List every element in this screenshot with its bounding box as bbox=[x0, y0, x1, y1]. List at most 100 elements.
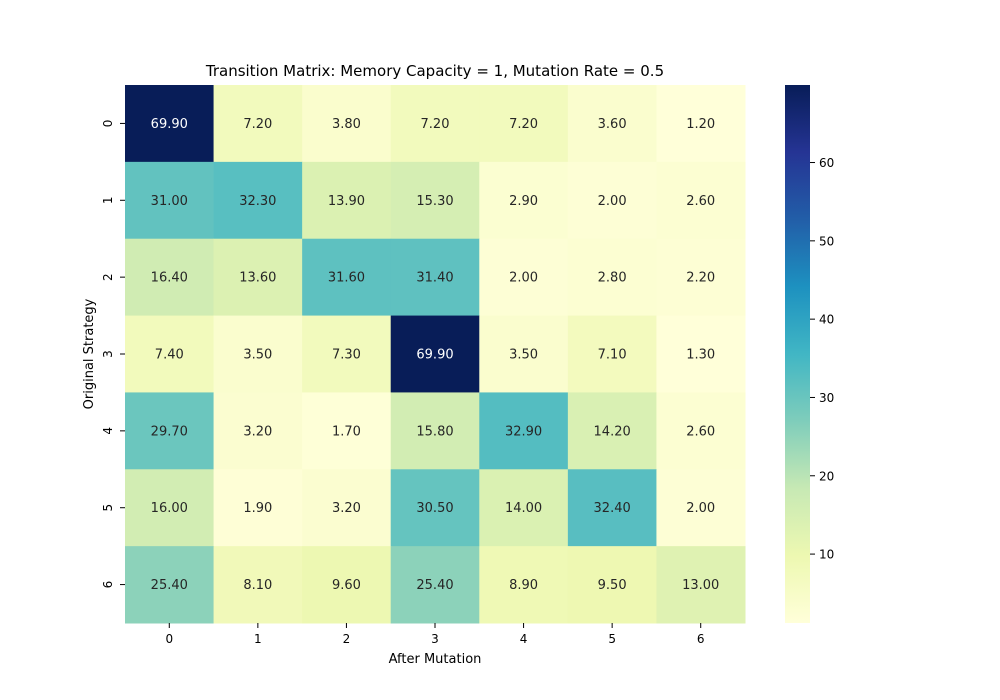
heatmap-cell bbox=[479, 392, 569, 470]
y-tick-label: 2 bbox=[101, 273, 115, 281]
heatmap-cell bbox=[302, 238, 392, 317]
cell-value-label: 7.40 bbox=[155, 348, 184, 363]
heatmap-cell bbox=[479, 161, 569, 240]
cell-value-label: 30.50 bbox=[416, 501, 453, 516]
chart-title: Transition Matrix: Memory Capacity = 1, … bbox=[205, 62, 664, 80]
y-tick-label: 4 bbox=[101, 427, 115, 435]
y-tick-label: 6 bbox=[101, 581, 115, 589]
heatmap-cell bbox=[479, 85, 569, 163]
cell-value-label: 9.60 bbox=[332, 578, 361, 593]
cell-value-label: 13.00 bbox=[682, 578, 719, 593]
heatmap-cell bbox=[656, 392, 746, 470]
y-tick-label: 3 bbox=[101, 350, 115, 358]
cell-value-label: 3.80 bbox=[332, 117, 361, 132]
cell-value-label: 2.60 bbox=[686, 424, 715, 439]
cell-value-label: 1.90 bbox=[243, 501, 272, 516]
heatmap-cell bbox=[390, 85, 480, 163]
colorbar-tick-label: 60 bbox=[819, 156, 834, 170]
heatmap-cell bbox=[390, 315, 480, 393]
cell-value-label: 7.20 bbox=[421, 117, 450, 132]
heatmap-cell bbox=[213, 161, 303, 240]
heatmap-cell bbox=[390, 161, 480, 240]
cell-value-label: 32.30 bbox=[239, 194, 276, 209]
cell-value-label: 13.60 bbox=[239, 271, 276, 286]
heatmap-cell bbox=[656, 85, 746, 163]
heatmap-cell bbox=[567, 161, 657, 240]
x-tick-label: 5 bbox=[608, 632, 616, 646]
heatmap-cell bbox=[302, 85, 392, 163]
heatmap-cell bbox=[390, 546, 480, 624]
x-tick-label: 0 bbox=[165, 632, 173, 646]
x-tick-label: 4 bbox=[520, 632, 528, 646]
cell-value-label: 8.90 bbox=[509, 578, 538, 593]
heatmap-cell bbox=[213, 546, 303, 624]
y-axis-ticks: 0 1 2 3 4 5 6 bbox=[101, 120, 125, 589]
cell-value-label: 25.40 bbox=[416, 578, 453, 593]
y-axis-label: Original Strategy bbox=[82, 298, 97, 409]
cell-value-label: 2.00 bbox=[686, 501, 715, 516]
heatmap-cell bbox=[567, 238, 657, 317]
cell-value-label: 14.00 bbox=[505, 501, 542, 516]
heatmap-cells: 69.90 7.20 3.80 7.20 7.20 3.60 1.20 31.00 32.30 1… bbox=[125, 85, 746, 624]
cell-value-label: 9.50 bbox=[598, 578, 627, 593]
cell-value-label: 31.40 bbox=[416, 271, 453, 286]
cell-value-label: 32.40 bbox=[594, 501, 631, 516]
x-tick-label: 2 bbox=[343, 632, 351, 646]
cell-value-label: 1.30 bbox=[686, 348, 715, 363]
cell-value-label: 69.90 bbox=[416, 348, 453, 363]
cell-value-label: 7.20 bbox=[243, 117, 272, 132]
heatmap-cell bbox=[479, 469, 569, 547]
cell-value-label: 13.90 bbox=[328, 194, 365, 209]
heatmap-cell bbox=[125, 238, 215, 317]
cell-value-label: 2.80 bbox=[598, 271, 627, 286]
x-tick-label: 6 bbox=[697, 632, 705, 646]
heatmap-cell bbox=[567, 469, 657, 547]
cell-value-label: 3.20 bbox=[332, 501, 361, 516]
cell-value-label: 1.70 bbox=[332, 424, 361, 439]
colorbar: 10 20 30 40 50 60 bbox=[785, 85, 834, 623]
cell-value-label: 16.40 bbox=[151, 271, 188, 286]
cell-value-label: 2.60 bbox=[686, 194, 715, 209]
cell-value-label: 2.00 bbox=[509, 271, 538, 286]
cell-value-label: 7.30 bbox=[332, 348, 361, 363]
cell-value-label: 31.60 bbox=[328, 271, 365, 286]
y-tick-label: 1 bbox=[101, 196, 115, 204]
heatmap-cell bbox=[390, 238, 480, 317]
colorbar-tick-label: 40 bbox=[819, 313, 834, 327]
heatmap-cell bbox=[302, 315, 392, 393]
x-tick-label: 3 bbox=[431, 632, 439, 646]
heatmap-cell bbox=[390, 392, 480, 470]
cell-value-label: 7.20 bbox=[509, 117, 538, 132]
heatmap-cell bbox=[213, 469, 303, 547]
x-tick-label: 1 bbox=[254, 632, 262, 646]
cell-value-label: 1.20 bbox=[686, 117, 715, 132]
heatmap-cell bbox=[213, 85, 303, 163]
cell-value-label: 29.70 bbox=[151, 424, 188, 439]
heatmap-cell bbox=[567, 315, 657, 393]
cell-value-label: 16.00 bbox=[151, 501, 188, 516]
heatmap-cell bbox=[390, 469, 480, 547]
cell-value-label: 2.90 bbox=[509, 194, 538, 209]
heatmap-cell bbox=[479, 238, 569, 317]
cell-value-label: 25.40 bbox=[151, 578, 188, 593]
heatmap-cell bbox=[213, 392, 303, 470]
heatmap-cell bbox=[656, 469, 746, 547]
cell-value-label: 32.90 bbox=[505, 424, 542, 439]
heatmap-cell bbox=[213, 315, 303, 393]
cell-value-label: 8.10 bbox=[243, 578, 272, 593]
y-tick-label: 5 bbox=[101, 504, 115, 512]
heatmap-cell bbox=[302, 392, 392, 470]
heatmap-cell bbox=[302, 161, 392, 240]
colorbar-tick-label: 10 bbox=[819, 548, 834, 562]
heatmap-cell bbox=[213, 238, 303, 317]
heatmap-cell bbox=[567, 546, 657, 624]
heatmap-cell bbox=[479, 315, 569, 393]
x-axis-label: After Mutation bbox=[389, 652, 482, 667]
cell-value-label: 15.80 bbox=[416, 424, 453, 439]
colorbar-tick-label: 30 bbox=[819, 391, 834, 405]
cell-value-label: 69.90 bbox=[151, 117, 188, 132]
heatmap-cell bbox=[125, 315, 215, 393]
heatmap-cell bbox=[656, 161, 746, 240]
cell-value-label: 14.20 bbox=[594, 424, 631, 439]
